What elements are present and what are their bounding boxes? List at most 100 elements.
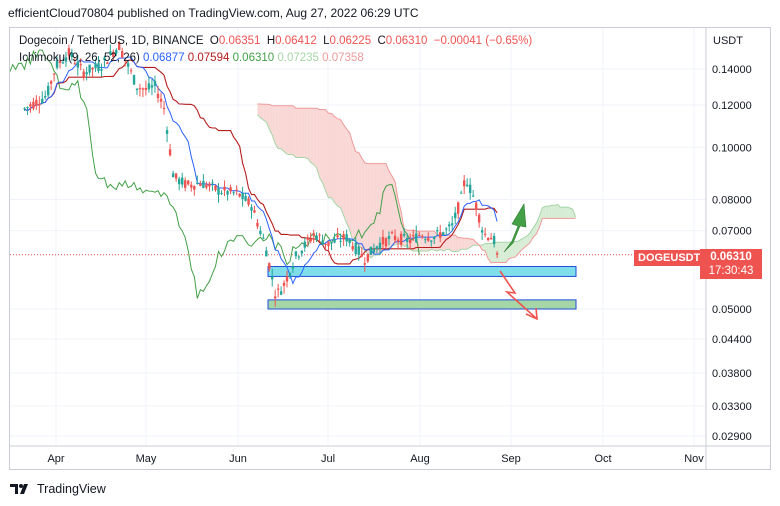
candle-body: [288, 273, 292, 277]
cloud-segment: [518, 239, 522, 255]
candle-body: [132, 75, 136, 85]
candle-body: [165, 130, 169, 134]
candle-body: [144, 87, 148, 90]
ichimoku-legend[interactable]: Ichimoku (9, 26, 52, 26) 0.06877 0.07594…: [19, 52, 364, 64]
candle-body: [271, 276, 274, 280]
chart-frame: USDT 0.14000 0.12000 0.10000 0.08000 0.07000 0…: [9, 27, 771, 470]
candle-body: [73, 63, 77, 65]
candle-body: [459, 192, 463, 194]
candle-body: [55, 60, 59, 68]
candle-body: [180, 177, 184, 185]
cloud-segment: [337, 118, 341, 208]
cloud-segment: [512, 241, 516, 258]
candle-body: [291, 266, 295, 269]
candle-body: [294, 251, 298, 257]
cloud-segment: [485, 243, 489, 259]
y-tick-label: 0.03800: [712, 368, 752, 380]
cloud-segment: [464, 238, 468, 250]
cloud-segment: [364, 162, 368, 255]
cloud-segment: [376, 163, 380, 256]
candle-body: [26, 107, 29, 109]
candle-body: [49, 81, 53, 84]
candle-body: [381, 236, 385, 245]
candle-body: [366, 253, 370, 262]
candle-body: [211, 182, 214, 184]
cloud-segment: [316, 108, 320, 178]
cloud-segment: [494, 242, 498, 263]
candle-body: [360, 253, 363, 257]
change-value: −0.00041 (−0.65%): [433, 35, 533, 47]
cloud-segment: [334, 116, 338, 207]
candle-body: [205, 184, 208, 188]
candle-body: [41, 98, 44, 103]
cloud-segment: [295, 108, 299, 158]
candle-body: [327, 241, 330, 247]
cloud-segment: [310, 108, 314, 165]
candle-body: [115, 50, 118, 54]
candle-body: [342, 234, 345, 240]
cloud-segment: [530, 227, 534, 243]
cloud-segment: [361, 158, 365, 251]
candle-body: [321, 240, 324, 245]
cloud-segment: [260, 103, 264, 120]
candle-body: [232, 192, 235, 194]
candle-body: [265, 250, 268, 257]
candle-body: [199, 183, 202, 187]
y-tick-label: 0.14000: [712, 64, 752, 76]
cloud-segment: [503, 242, 507, 263]
support-zones: [267, 266, 577, 310]
open-value: 0.06351: [218, 35, 261, 47]
candle-body: [309, 238, 312, 242]
cloud-segment: [343, 124, 347, 224]
candle-body: [300, 250, 304, 254]
candle-body: [29, 104, 32, 107]
candle-body: [408, 239, 412, 244]
candle-body: [88, 64, 91, 73]
projection-arrows: [499, 203, 538, 321]
candle-body: [483, 233, 487, 235]
candle-body: [297, 256, 301, 258]
cloud-segment: [367, 163, 371, 259]
candle-body: [156, 93, 160, 99]
candle-body: [405, 237, 409, 242]
cloud-segment: [491, 242, 495, 263]
candle-body: [369, 246, 373, 255]
y-tick-label: 0.05000: [712, 304, 752, 316]
candle-body: [412, 235, 415, 237]
candle-body: [372, 248, 376, 253]
cloud-segment: [542, 206, 546, 219]
time-axis[interactable]: Apr May Jun Jul Aug Sep Oct Nov: [10, 445, 770, 465]
cloud-segment: [428, 231, 432, 252]
candle-body: [354, 242, 357, 255]
cloud-segment: [545, 206, 549, 219]
cloud-segment: [467, 238, 471, 250]
cloud-segment: [536, 216, 540, 235]
candle-body: [61, 62, 65, 64]
cloud-segment: [566, 206, 570, 219]
candle-body: [268, 263, 271, 270]
low-value: 0.06225: [329, 35, 372, 47]
x-tick-label: Sep: [501, 453, 521, 465]
candle-body: [174, 173, 178, 179]
cloud-segment: [278, 105, 282, 149]
candle-body: [357, 246, 360, 255]
x-tick-label: May: [136, 453, 157, 465]
bearish-arrow: [499, 270, 538, 320]
candle-body: [135, 88, 139, 90]
cloud-segment: [452, 235, 456, 252]
symbol-name[interactable]: Dogecoin / TetherUS, 1D, BINANCE: [19, 35, 204, 47]
candle-body: [486, 238, 490, 241]
candle-body: [129, 70, 133, 72]
price-chart[interactable]: USDT 0.14000 0.12000 0.10000 0.08000 0.07000 0…: [10, 28, 770, 469]
candle-body: [250, 207, 253, 211]
cloud-segment: [443, 234, 447, 251]
cloud-segment: [269, 104, 273, 135]
ichimoku-label[interactable]: Ichimoku (9, 26, 52, 26): [19, 52, 140, 64]
candle-body: [495, 253, 499, 255]
cloud-segment: [515, 241, 519, 258]
y-tick-label: 0.10000: [712, 142, 752, 154]
brand-name[interactable]: TradingView: [37, 482, 106, 496]
price-axis[interactable]: USDT 0.14000 0.12000 0.10000 0.08000 0.07000 0…: [705, 28, 752, 469]
candle-body: [424, 239, 427, 241]
candle-body: [465, 184, 469, 187]
